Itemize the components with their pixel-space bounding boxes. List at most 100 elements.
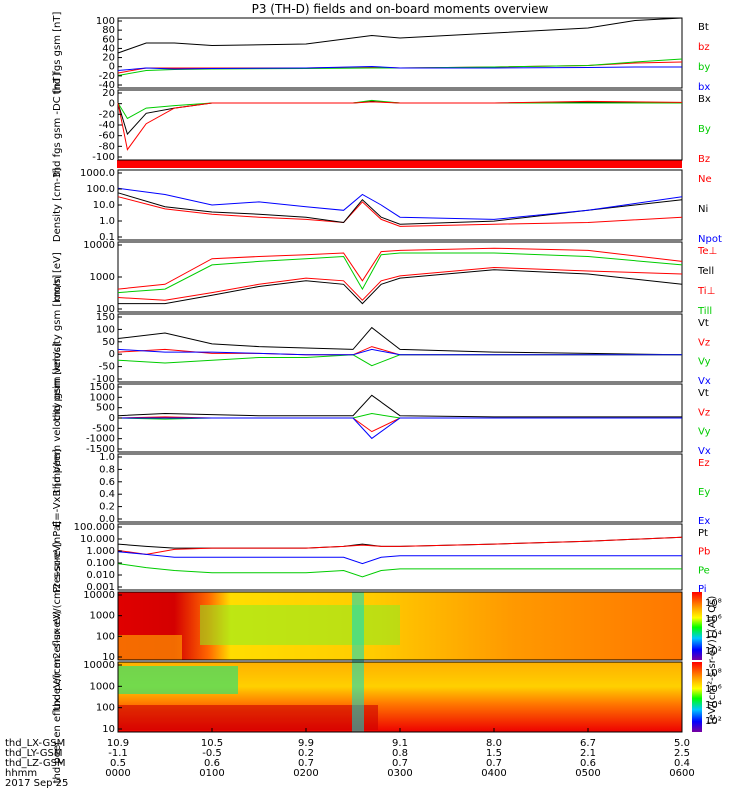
time-cell-hhmm: 0500 xyxy=(575,768,600,779)
panel-2: thd fgs gsm -DC [nT] Bx By Bz xyxy=(52,73,711,177)
y-tick-label: 100 xyxy=(96,324,115,335)
legend-Ti⊥: Ti⊥ xyxy=(697,286,715,297)
y-tick-label: 60 xyxy=(102,34,115,45)
time-cell-lz: 0.6 xyxy=(204,758,220,769)
colorbar-tick: 10⁶ xyxy=(705,684,722,695)
series-line-Pi xyxy=(117,551,682,565)
series-line-by xyxy=(117,58,683,76)
series-line-Te⊥ xyxy=(117,266,683,301)
y-tick-label: 80 xyxy=(102,25,115,36)
time-cell-ly: 1.5 xyxy=(486,748,502,759)
legend-By: By xyxy=(698,124,711,135)
colorbar-tick: 10⁸ xyxy=(705,598,722,609)
time-cell-hhmm: 0200 xyxy=(293,768,318,779)
legend-Ni: Ni xyxy=(698,204,708,215)
panel-frame xyxy=(117,89,683,161)
panel-ylabel: Pressure [nPa] xyxy=(52,521,63,593)
panel-frame xyxy=(117,17,683,89)
date-label: 2017 Sep 25 xyxy=(5,778,68,789)
electron-spectrogram-green-band xyxy=(118,666,238,694)
y-tick-label: 10 xyxy=(102,724,115,735)
legend-Vt: Vt xyxy=(698,318,709,329)
panel-frame xyxy=(117,591,683,661)
time-cell-ly: -0.5 xyxy=(202,748,222,759)
panel-ylabel: thd peir en eflux eV/(cm2-s-sr-eV) xyxy=(52,541,63,710)
y-tick-label: 0.8 xyxy=(99,464,115,475)
series-line-Vt xyxy=(117,326,683,356)
time-cell-hhmm: 0100 xyxy=(199,768,224,779)
y-tick-label: 1500 xyxy=(90,382,115,393)
colorbar-tick: 10⁶ xyxy=(705,614,722,625)
y-tick-label: 0 xyxy=(109,349,115,360)
panel-3: Density [cm-3] Ne Ni Npot xyxy=(52,168,722,245)
y-tick-label: 1.0 xyxy=(99,452,115,463)
time-cell-lx: 9.1 xyxy=(392,738,408,749)
series-line-Pe xyxy=(117,563,682,578)
legend-Pi: Pi xyxy=(698,584,707,595)
legend-Pe: Pe xyxy=(698,565,710,576)
legend-Vz: Vz xyxy=(698,407,710,418)
time-cell-hhmm: 0600 xyxy=(669,768,694,779)
y-tick-label: -100 xyxy=(92,374,115,385)
y-tick-label: -20 xyxy=(99,71,115,82)
y-tick-label: -50 xyxy=(99,362,115,373)
time-cell-lx: 10.9 xyxy=(107,738,129,749)
series-line-Vt xyxy=(117,394,682,418)
y-tick-label: -1500 xyxy=(86,444,115,455)
series-line-Ti⊥ xyxy=(117,247,683,290)
tick-layer: 100806040200-20-40200-20-40-60-80-100100… xyxy=(74,16,122,735)
panel-9: thd peir en eflux eV/(cm2-s-sr-eV) xyxy=(52,541,683,711)
legend-Ne: Ne xyxy=(698,174,712,185)
legend-Npot: Npot xyxy=(698,234,722,245)
time-cell-lx: 9.9 xyxy=(298,738,314,749)
time-cell-hhmm: 0000 xyxy=(105,768,130,779)
y-tick-label: 100 xyxy=(96,703,115,714)
time-columns: 10.9-1.10.5000010.5-0.50.601009.90.20.70… xyxy=(105,728,695,779)
y-tick-label: 0.100 xyxy=(86,558,115,569)
y-tick-label: 150 xyxy=(96,312,115,323)
series-line-Npot xyxy=(117,187,683,220)
series-line-Bx xyxy=(117,100,683,136)
row-label-lz: thd_LZ-GSM xyxy=(5,758,66,769)
time-cell-ly: 0.2 xyxy=(298,748,314,759)
series-line-Vx xyxy=(117,348,682,356)
legend-Te⊥: Te⊥ xyxy=(697,246,717,257)
y-tick-label: 20 xyxy=(102,53,115,64)
figure-title: P3 (TH-D) fields and on-board moments ov… xyxy=(252,2,549,16)
ion-spectrogram-low-energy-band xyxy=(118,635,182,660)
series-line-Till xyxy=(117,252,683,294)
y-tick-label: 0.001 xyxy=(86,582,115,593)
y-tick-label: 100.0 xyxy=(86,184,115,195)
colorbar-tick: 10² xyxy=(705,646,722,657)
time-cell-ly: 0.8 xyxy=(392,748,408,759)
series-line-Bz xyxy=(117,100,683,151)
legend-Pt: Pt xyxy=(698,528,708,539)
time-cell-lz: 0.5 xyxy=(110,758,126,769)
legend-Bx: Bx xyxy=(698,94,711,105)
panel-5: thd peim velocity gsm [km/s] Vt Vz Vy Vx xyxy=(52,275,711,422)
colorbar-tick: 10⁴ xyxy=(705,630,722,641)
panel-ylabel: thd peim velocity gsm [km/s] xyxy=(52,275,63,422)
y-tick-label: -40 xyxy=(99,80,115,91)
panel-frame xyxy=(117,453,683,523)
series-line-bx xyxy=(117,65,682,71)
y-tick-label: 50 xyxy=(102,337,115,348)
legend-Vz: Vz xyxy=(698,337,710,348)
time-cell-hhmm: 0300 xyxy=(387,768,412,779)
y-tick-label: 1000 xyxy=(90,611,115,622)
colorbar-tick: 10² xyxy=(705,716,722,727)
y-tick-label: 0.2 xyxy=(99,502,115,513)
panel-ylabel: E=-VxB [mV/m] xyxy=(52,449,63,527)
y-tick-label: -60 xyxy=(99,131,115,142)
ion-spectrogram-green-band xyxy=(200,605,400,645)
row-label-ly: thd_LY-GSM xyxy=(5,748,62,759)
y-tick-label: 500 xyxy=(96,403,115,414)
series-line-Vy xyxy=(117,354,682,367)
panel-6: thd peem velocity gsm [km/s] Vt Vz Vy Vx xyxy=(52,343,711,493)
legend-bx: bx xyxy=(698,82,710,93)
panel-ylabel: thd peer en eflux eV/(cm2-s-sr-eV) xyxy=(52,611,63,784)
colorbar-tick: 10⁸ xyxy=(705,668,722,679)
time-cell-lz: 0.4 xyxy=(674,758,690,769)
y-tick-label: 20 xyxy=(102,88,115,99)
